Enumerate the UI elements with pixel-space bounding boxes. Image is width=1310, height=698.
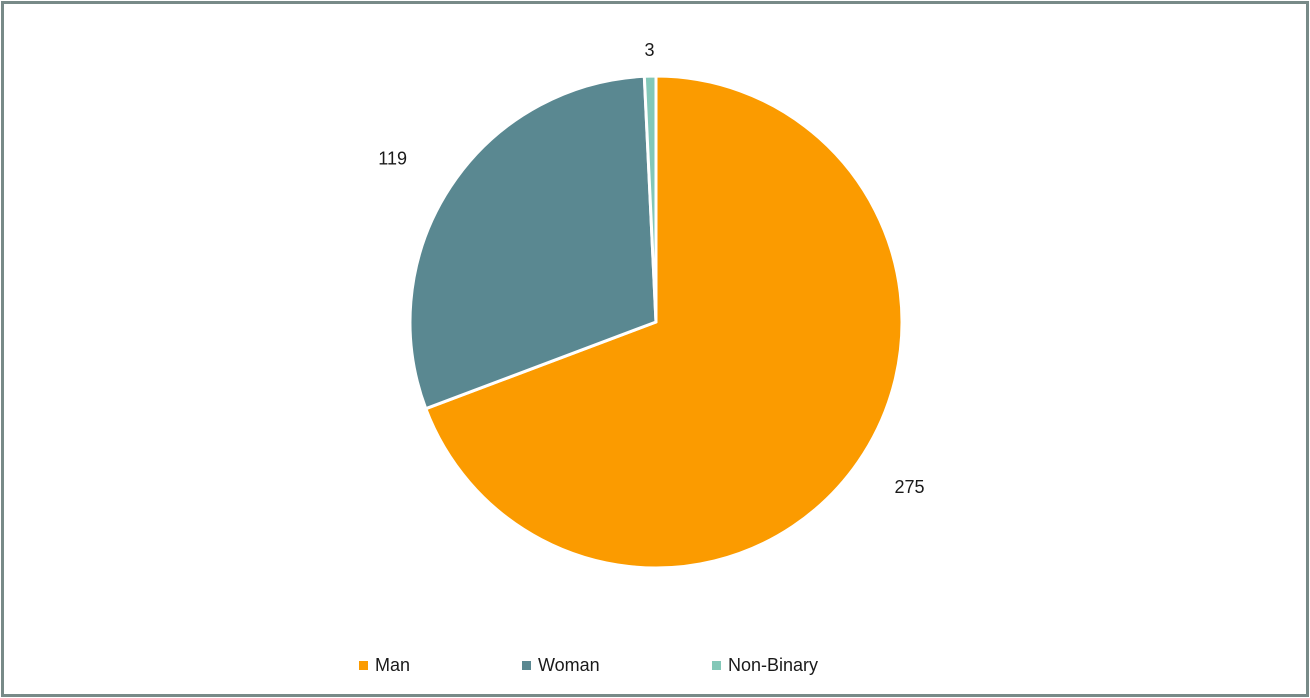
data-label-man: 275 bbox=[895, 477, 925, 497]
legend-item-non-binary: Non-Binary bbox=[712, 652, 818, 678]
legend-label-woman: Woman bbox=[538, 654, 600, 675]
legend-swatch-non-binary bbox=[712, 660, 721, 670]
pie-slice-man bbox=[424, 74, 904, 570]
legend-item-woman: Woman bbox=[522, 652, 600, 678]
pie-slice-woman bbox=[408, 74, 658, 411]
legend-label-non-binary: Non-Binary bbox=[728, 654, 819, 675]
legend-swatch-woman bbox=[522, 660, 531, 670]
data-label-non-binary: 3 bbox=[644, 40, 654, 60]
data-label-woman: 119 bbox=[378, 148, 407, 168]
pie-chart: 275 119 3 bbox=[378, 40, 925, 570]
pie-slice-non-binary bbox=[642, 74, 658, 324]
legend-label-man: Man bbox=[375, 654, 411, 675]
legend-item-man: Man bbox=[359, 652, 410, 678]
legend: Man Woman Non-Binary bbox=[4, 652, 1306, 678]
legend-swatch-man bbox=[359, 660, 368, 670]
